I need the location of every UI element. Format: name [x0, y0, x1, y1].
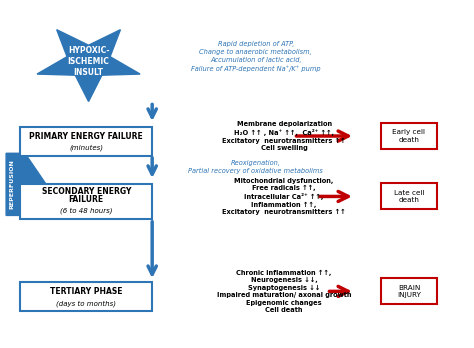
Text: (days to months): (days to months): [56, 300, 116, 307]
Polygon shape: [37, 30, 140, 102]
FancyBboxPatch shape: [381, 183, 438, 209]
Text: PRIMARY ENERGY FAILURE: PRIMARY ENERGY FAILURE: [29, 132, 143, 141]
Text: Chronic inflammation ↑↑,
Neurogenesis ↓↓,
Synaptogenesis ↓↓
Impaired maturation/: Chronic inflammation ↑↑, Neurogenesis ↓↓…: [217, 269, 351, 313]
Text: Membrane depolarization
H₂O ↑↑ , Na⁺ ↑↑,  Ca²⁺ ↑↑,
Excitatory  neurotransmitters: Membrane depolarization H₂O ↑↑ , Na⁺ ↑↑,…: [222, 121, 346, 151]
Text: Late cell
death: Late cell death: [394, 190, 424, 203]
Text: FAILURE: FAILURE: [69, 195, 104, 204]
FancyBboxPatch shape: [20, 184, 152, 219]
FancyBboxPatch shape: [20, 282, 152, 311]
Text: HYPOXIC-
ISCHEMIC
INSULT: HYPOXIC- ISCHEMIC INSULT: [68, 46, 109, 77]
FancyBboxPatch shape: [20, 127, 152, 156]
FancyArrow shape: [6, 153, 46, 215]
Text: BRAIN
INJURY: BRAIN INJURY: [397, 285, 421, 298]
Text: Rapid depletion of ATP,
Change to anaerobic metabolism,
Accumulation of lactic a: Rapid depletion of ATP, Change to anaero…: [191, 41, 321, 72]
Text: Mitochondrial dysfunction,
Free radicals ↑↑,
Intracellular Ca²⁺ ↑↑,
Inflammation: Mitochondrial dysfunction, Free radicals…: [222, 177, 346, 215]
Text: (minutes): (minutes): [69, 145, 103, 151]
Text: REPERFUSION: REPERFUSION: [10, 159, 15, 209]
FancyBboxPatch shape: [381, 278, 438, 304]
FancyBboxPatch shape: [381, 123, 438, 149]
Text: Reoxigenation,
Partial recovery of oxidative metabolims: Reoxigenation, Partial recovery of oxida…: [188, 160, 323, 174]
Text: (6 to 48 hours): (6 to 48 hours): [60, 207, 112, 214]
Text: TERTIARY PHASE: TERTIARY PHASE: [50, 287, 122, 296]
Text: SECONDARY ENERGY: SECONDARY ENERGY: [42, 187, 131, 196]
Text: Early cell
death: Early cell death: [392, 129, 426, 143]
